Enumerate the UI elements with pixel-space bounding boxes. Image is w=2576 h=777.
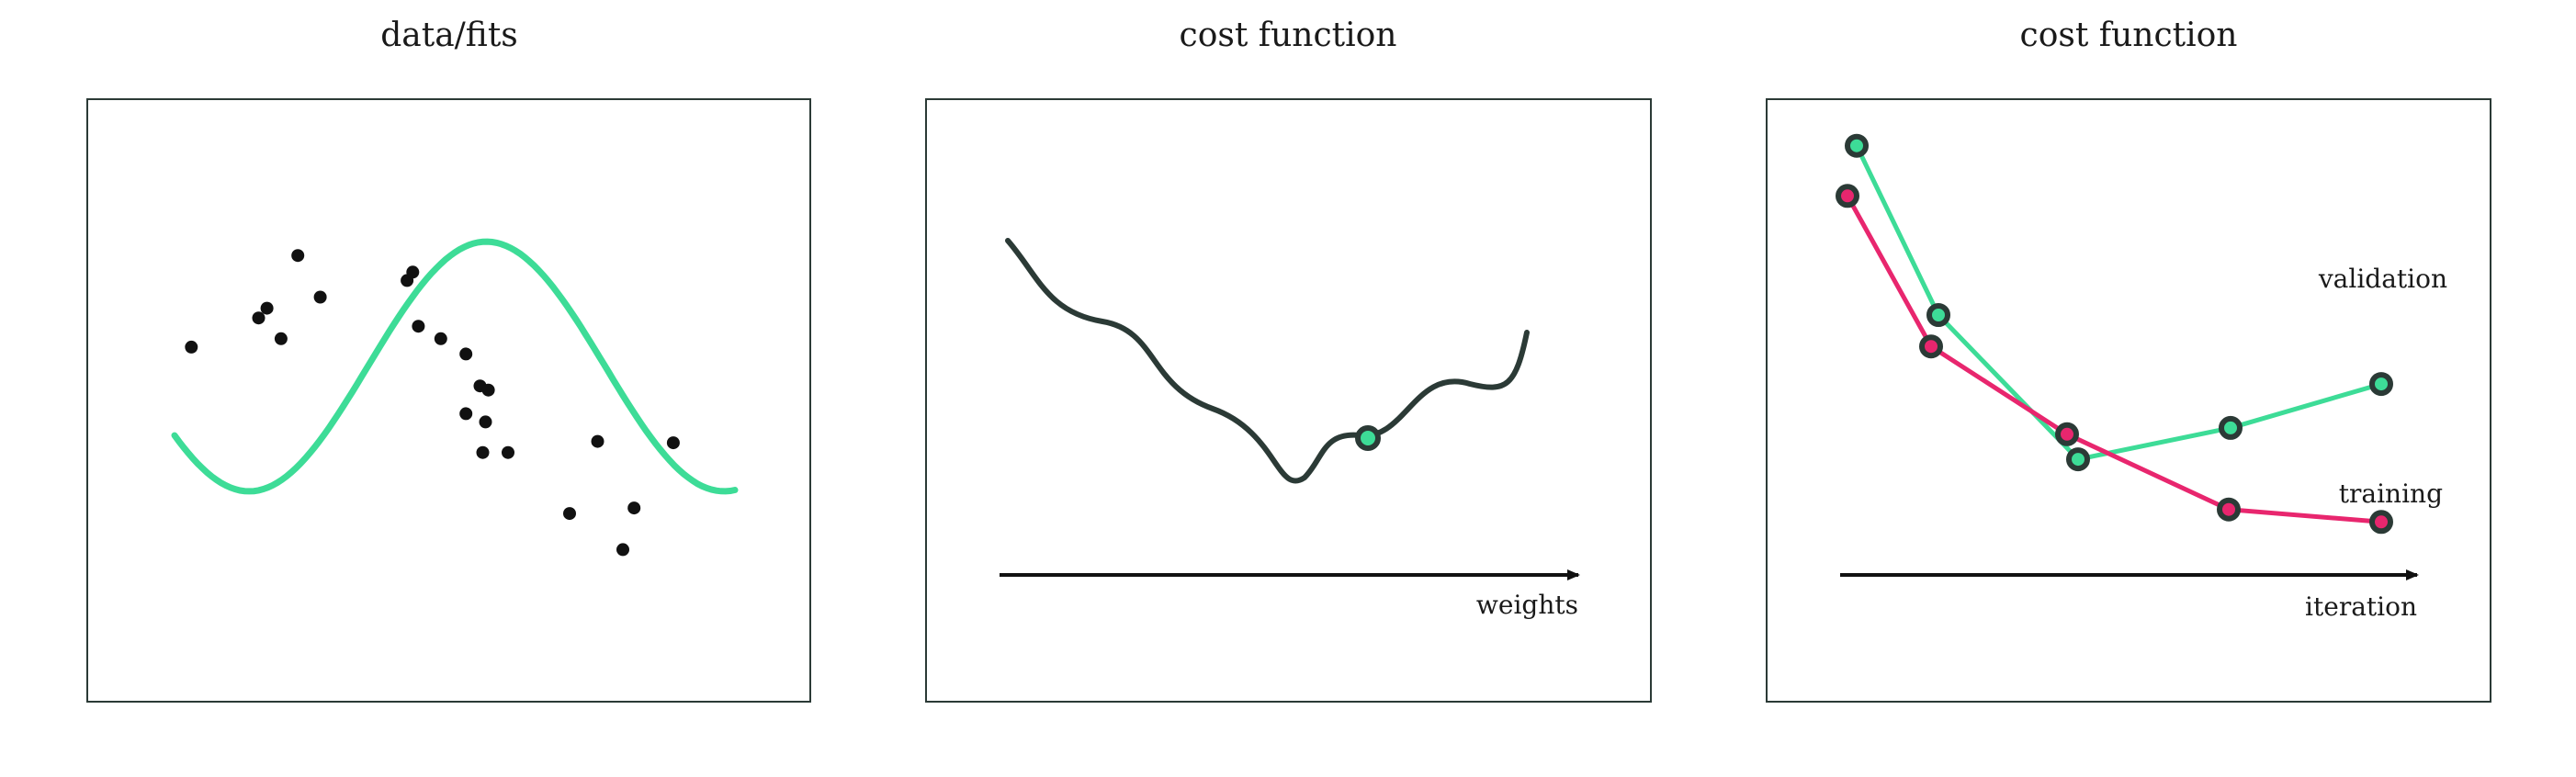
- current-weight-marker: [1355, 425, 1381, 451]
- validation-point: [1926, 303, 1950, 327]
- training-point: [2217, 497, 2241, 522]
- data-point: [252, 311, 266, 325]
- training-line: [1845, 195, 2382, 524]
- cost-curve: [1005, 238, 1530, 484]
- iteration-axis-label: iteration: [2305, 591, 2417, 622]
- panel2-frame: [925, 98, 1652, 703]
- validation-point: [2219, 415, 2243, 440]
- weights-axis-label: weights: [1476, 590, 1578, 620]
- data-point: [591, 434, 604, 448]
- data-point: [666, 436, 680, 450]
- data-point: [479, 415, 492, 429]
- training-point: [2055, 422, 2079, 446]
- validation-point: [2066, 447, 2090, 472]
- loss-curves-group: [1836, 133, 2393, 535]
- data-point: [406, 265, 420, 279]
- data-point: [563, 507, 576, 521]
- panel1-frame: [86, 98, 811, 703]
- data-point: [627, 501, 641, 515]
- training-point: [1836, 184, 1859, 208]
- data-point: [313, 290, 327, 304]
- training-point: [1919, 334, 1943, 359]
- validation-label: validation: [2318, 264, 2447, 294]
- training-point: [2369, 510, 2393, 535]
- fit-curve-group: [171, 238, 739, 495]
- panel3-frame: [1766, 98, 2491, 703]
- data-point: [291, 249, 305, 263]
- data-point: [481, 383, 495, 397]
- data-point: [459, 407, 473, 421]
- data-points-group: [185, 249, 680, 557]
- fit-curve: [171, 238, 739, 495]
- validation-line: [1854, 144, 2382, 462]
- data-point: [260, 301, 274, 315]
- data-point: [434, 332, 447, 345]
- validation-point: [2369, 372, 2393, 397]
- data-point: [185, 340, 198, 354]
- panel1-title: data/fits: [380, 17, 518, 54]
- data-point: [274, 332, 288, 345]
- data-point: [502, 445, 514, 459]
- panel3-title: cost function: [2019, 17, 2238, 54]
- validation-point: [1845, 133, 1869, 158]
- data-point: [476, 445, 490, 459]
- data-point: [616, 543, 629, 557]
- panel2-title: cost function: [1179, 17, 1397, 54]
- training-label: training: [2339, 479, 2443, 509]
- data-point: [412, 320, 425, 333]
- data-point: [459, 347, 473, 361]
